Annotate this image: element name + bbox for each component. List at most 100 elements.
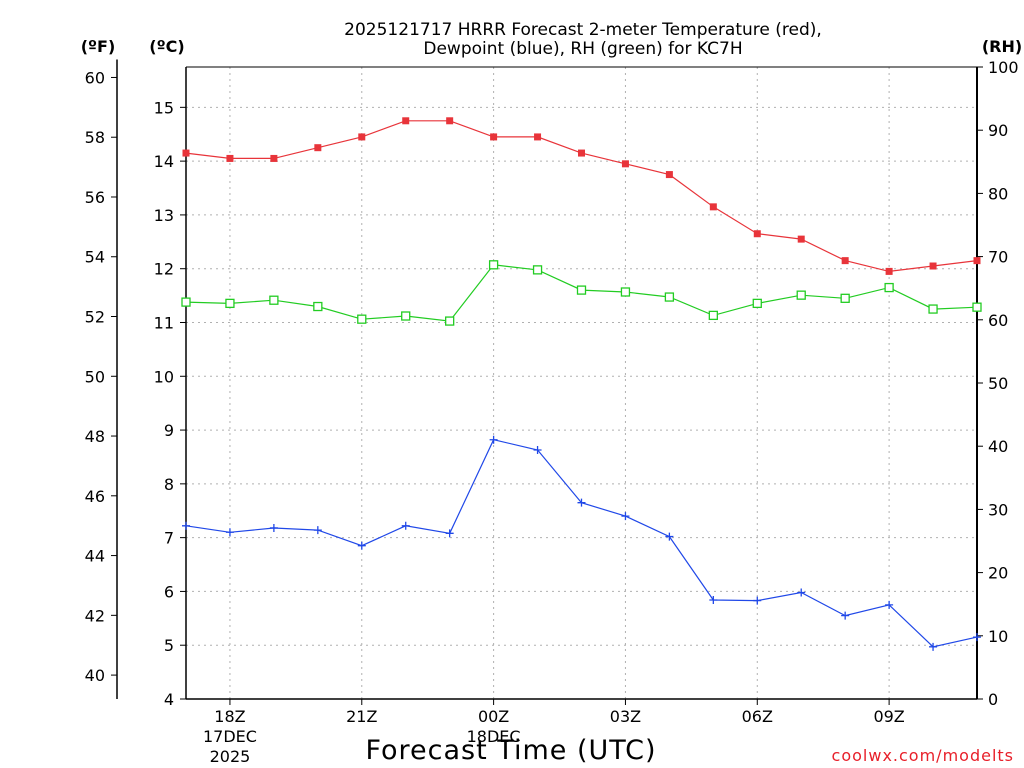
temperature-point: [929, 262, 937, 270]
chart-title-line-2: Dewpoint (blue), RH (green) for KC7H: [423, 39, 742, 59]
rh-tick-label: 60: [988, 311, 1008, 330]
rh-tick-label: 90: [988, 121, 1008, 140]
x-tick-year-label: 2025: [210, 747, 251, 766]
rh-point: [488, 260, 499, 270]
rh-tick-label: 0: [988, 690, 998, 709]
celsius-tick-label: 9: [164, 421, 174, 440]
credit-label: coolwx.com/modelts: [832, 746, 1014, 765]
rh-point: [357, 314, 367, 324]
dewpoint-point: [665, 532, 674, 541]
dewpoint-point: [621, 512, 630, 521]
rh-tick-label: 80: [988, 184, 1008, 203]
temperature-point: [753, 230, 761, 238]
fahrenheit-unit-label: (ºF): [81, 37, 116, 56]
rh-tick-label: 30: [988, 500, 1008, 519]
dewpoint-series: [182, 435, 981, 651]
temperature-point: [358, 133, 366, 141]
x-tick-label: 09Z: [873, 707, 904, 726]
fahrenheit-tick-label: 42: [85, 606, 105, 625]
celsius-tick-label: 13: [154, 206, 174, 225]
temperature-point: [885, 267, 893, 275]
rh-point: [972, 302, 982, 312]
temperature-point: [270, 154, 278, 162]
rh-tick-label: 40: [988, 437, 1008, 456]
dewpoint-point: [401, 521, 410, 530]
rh-tick-label: 70: [988, 248, 1008, 267]
temperature-line: [185, 120, 978, 273]
axes: 4042444648505254565860456789101112131415…: [85, 58, 1019, 766]
rh-series: [181, 260, 982, 326]
temperature-point: [665, 171, 673, 179]
x-tick-label: 18Z: [214, 707, 245, 726]
fahrenheit-tick-label: 58: [85, 128, 105, 147]
rh-point: [532, 265, 543, 275]
rh-unit-label: (RH): [982, 37, 1022, 56]
fahrenheit-tick-label: 52: [85, 308, 105, 327]
dewpoint-point: [797, 588, 806, 597]
dewpoint-point: [313, 526, 322, 535]
chart-title-line-1: 2025121717 HRRR Forecast 2-meter Tempera…: [344, 20, 822, 40]
dewpoint-point: [753, 596, 762, 605]
x-tick-label: 21Z: [346, 707, 377, 726]
dewpoint-point: [269, 523, 278, 532]
temperature-point: [797, 235, 805, 243]
temperature-point: [446, 117, 454, 125]
dewpoint-point: [577, 498, 586, 507]
temperature-point: [621, 160, 629, 168]
temperature-point: [490, 133, 498, 141]
rh-point: [445, 316, 455, 326]
celsius-tick-label: 10: [154, 367, 174, 386]
fahrenheit-tick-label: 54: [85, 248, 105, 267]
rh-point: [181, 297, 191, 307]
celsius-tick-label: 11: [154, 313, 174, 332]
temperature-point: [534, 133, 542, 141]
rh-tick-label: 50: [988, 374, 1008, 393]
rh-tick-label: 100: [988, 58, 1019, 77]
rh-point: [620, 287, 631, 297]
rh-point: [401, 311, 411, 321]
fahrenheit-tick-label: 40: [85, 666, 105, 685]
temperature-point: [226, 154, 234, 162]
rh-point: [225, 298, 235, 309]
celsius-tick-label: 8: [164, 475, 174, 494]
dewpoint-point: [885, 600, 894, 609]
celsius-tick-label: 12: [154, 260, 174, 279]
dewpoint-point: [182, 521, 190, 530]
fahrenheit-tick-label: 50: [85, 367, 105, 386]
rh-point: [928, 304, 938, 314]
temperature-point: [578, 149, 585, 157]
fahrenheit-tick-label: 46: [85, 487, 105, 506]
x-axis-label: Forecast Time (UTC): [365, 735, 656, 766]
celsius-tick-label: 6: [164, 582, 174, 601]
x-tick-label: 03Z: [610, 707, 641, 726]
rh-point: [313, 301, 323, 312]
fahrenheit-tick-label: 56: [85, 188, 105, 207]
celsius-tick-label: 15: [154, 98, 174, 117]
temperature-point: [709, 203, 717, 211]
fahrenheit-tick-label: 44: [85, 547, 105, 566]
dewpoint-point: [357, 541, 366, 550]
temperature-point: [841, 257, 849, 265]
dewpoint-point: [533, 445, 542, 454]
dewpoint-point: [709, 596, 718, 605]
x-tick-label: 00Z: [478, 707, 509, 726]
dewpoint-line: [185, 439, 978, 648]
rh-point: [269, 295, 279, 305]
celsius-tick-label: 14: [154, 152, 174, 171]
celsius-tick-label: 4: [164, 690, 174, 709]
rh-point: [796, 290, 806, 300]
dewpoint-point: [929, 642, 938, 651]
temperature-point: [182, 149, 190, 157]
rh-point: [664, 292, 675, 302]
rh-point: [884, 282, 894, 293]
dewpoint-point: [489, 435, 498, 444]
grid-lines: [186, 67, 977, 699]
dewpoint-point: [225, 528, 234, 537]
celsius-tick-label: 5: [164, 636, 174, 655]
rh-point: [752, 298, 762, 309]
data-series: [181, 117, 982, 651]
rh-tick-label: 10: [988, 627, 1008, 646]
celsius-tick-label: 7: [164, 529, 174, 548]
fahrenheit-tick-label: 48: [85, 427, 105, 446]
